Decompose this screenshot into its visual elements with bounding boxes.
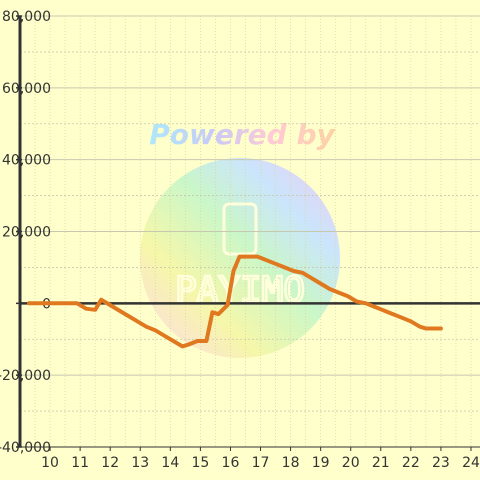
- x-tick-label: 15: [191, 455, 209, 471]
- x-tick-label: 16: [222, 455, 240, 471]
- x-tick-label: 20: [342, 455, 360, 471]
- x-tick-label: 14: [161, 455, 179, 471]
- x-tick-label: 18: [282, 455, 300, 471]
- x-tick-label: 23: [432, 455, 450, 471]
- y-tick-label: 40,000: [2, 153, 51, 169]
- series-group: [27, 254, 443, 349]
- watermark-tagline: Powered by: [149, 118, 336, 151]
- x-tick-label: 19: [312, 455, 330, 471]
- watermark-phone-icon: [222, 202, 258, 256]
- x-tick-label: 21: [372, 455, 390, 471]
- series-line-0: [27, 254, 443, 349]
- y-tick-label: -20,000: [0, 368, 51, 384]
- x-tick-label: 10: [41, 455, 59, 471]
- y-tick-label: 80,000: [2, 9, 51, 25]
- watermark-brand: PAYIMO: [175, 270, 305, 311]
- x-tick-label: 13: [131, 455, 149, 471]
- x-tick-label: 22: [402, 455, 420, 471]
- y-tick-label: 60,000: [2, 81, 51, 97]
- x-tick-label: 11: [71, 455, 89, 471]
- x-tick-label: 12: [101, 455, 119, 471]
- y-tick-label: -40,000: [0, 440, 51, 456]
- tick-labels: 80,00060,00040,00020,0000-20,000-40,0001…: [0, 9, 480, 471]
- y-tick-label: 20,000: [2, 225, 51, 241]
- x-tick-label: 17: [252, 455, 270, 471]
- x-tick-label: 24: [462, 455, 480, 471]
